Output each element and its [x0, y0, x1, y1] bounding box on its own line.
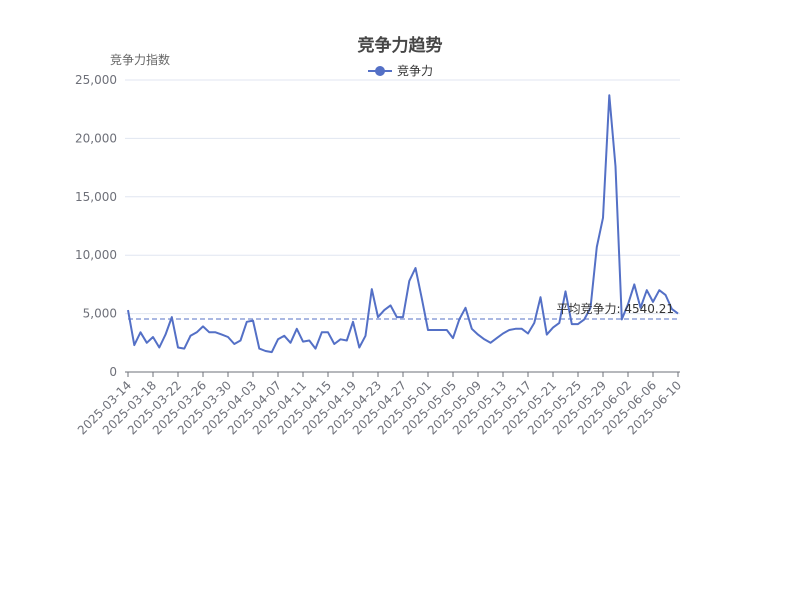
- y-axis-name: 竞争力指数: [110, 52, 170, 67]
- y-tick-label: 10,000: [75, 248, 117, 262]
- grid-lines: [125, 79, 680, 315]
- x-axis-ticks: 2025-03-142025-03-182025-03-222025-03-26…: [75, 372, 684, 437]
- y-tick-label: 5,000: [83, 307, 117, 321]
- legend-label: 竞争力: [397, 64, 433, 78]
- y-tick-label: 15,000: [75, 190, 117, 204]
- y-tick-label: 0: [109, 365, 117, 379]
- average-label: 平均竞争力: 4540.21: [557, 302, 674, 316]
- chart-title: 竞争力趋势: [358, 35, 443, 56]
- y-axis-ticks: 0 5,000 10,000 15,000 20,000 25,000: [75, 73, 117, 379]
- y-tick-label: 25,000: [75, 73, 117, 87]
- series-line: [127, 94, 679, 354]
- y-tick-label: 20,000: [75, 131, 117, 145]
- legend-marker-icon: [375, 66, 385, 76]
- legend[interactable]: 竞争力: [368, 64, 433, 78]
